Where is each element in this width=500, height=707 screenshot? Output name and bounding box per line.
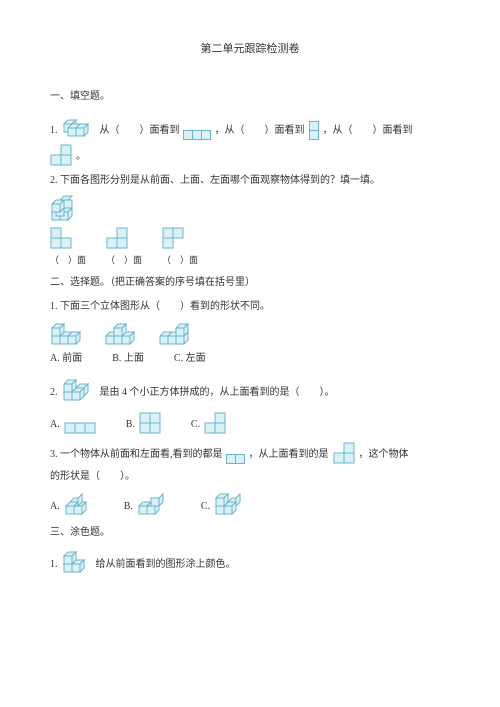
q2-opt1: （ ）面 [50, 226, 86, 268]
mc2-fig [62, 376, 96, 402]
q1-line1: 1. 从（ ）面看到 ，从（ ）面看到 ，从（ ）面看到 [50, 112, 450, 140]
mc3-t4: 的形状是（ ）。 [50, 468, 450, 486]
mc3-b: B. [124, 490, 171, 516]
mc1-figs [50, 320, 450, 346]
mc3-t1: 3. 一个物体从前面和左面看,看到的都是 [50, 446, 223, 464]
q1-num: 1. [50, 122, 58, 140]
mc1-b: B. 上面 [112, 350, 144, 368]
mc3-t3: ，这个物体 [359, 446, 409, 464]
mc3-flat1 [227, 454, 245, 464]
mc3-b-lbl: B. [124, 498, 133, 516]
q1-flat1 [184, 130, 211, 140]
mc2-c: C. [191, 412, 226, 434]
q2-3d [50, 190, 450, 222]
c1-line: 1. 给从前面看到的图形涂上颜色。 [50, 548, 450, 574]
section-1-head: 一、填空题。 [50, 88, 450, 106]
q2-text: 2. 下面各图形分别是从前面、上面、左面哪个面观察物体得到的？填一填。 [50, 172, 450, 190]
c1-num: 1. [50, 556, 58, 574]
mc2-b: B. [126, 412, 161, 434]
mc3-c: C. [201, 490, 244, 516]
q1-t1: 从（ ）面看到 [100, 122, 180, 140]
q1-flat3 [50, 144, 72, 166]
mc3-a-lbl: A. [50, 498, 60, 516]
mc1-fig1 [50, 320, 84, 346]
section-3-head: 三、涂色题。 [50, 524, 450, 542]
mc1-fig3 [158, 320, 192, 346]
q1-flat2 [309, 122, 319, 140]
mc2-a: A. [50, 416, 96, 434]
mc2-a-lbl: A. [50, 416, 60, 434]
section-2-head: 二、选择题。（把正确答案的序号填在括号里） [50, 274, 450, 292]
mc3-flat2 [333, 442, 355, 464]
mc1-opts: A. 前面 B. 上面 C. 左面 [50, 350, 450, 368]
c1-text: 给从前面看到的图形涂上颜色。 [96, 556, 236, 574]
mc3-t2: ，从上面看到的是 [249, 446, 329, 464]
mc1-text: 1. 下面三个立体图形从（ ）看到的形状不同。 [50, 298, 450, 316]
q1-t2: ，从（ ）面看到 [215, 122, 305, 140]
mc2-num: 2. [50, 384, 58, 402]
page-title: 第二单元跟踪检测卷 [50, 40, 450, 60]
q1-line2: 。 [50, 144, 450, 166]
q1-t3: ，从（ ）面看到 [323, 122, 413, 140]
q1-t4: 。 [76, 148, 86, 166]
q2-opt3: （ ）面 [162, 226, 198, 268]
mc3-c-lbl: C. [201, 498, 210, 516]
q2-opt1-lbl: （ ）面 [50, 252, 86, 268]
q1-3d [62, 112, 96, 140]
q2-options: （ ）面 （ ）面 （ ）面 [50, 226, 450, 268]
c1-fig [62, 548, 92, 574]
mc2-b-lbl: B. [126, 416, 135, 434]
mc3-line1: 3. 一个物体从前面和左面看,看到的都是 ，从上面看到的是 ，这个物体 [50, 442, 450, 464]
mc2-text: 是由 4 个小正方体拼成的，从上面看到的是（ ）。 [100, 384, 335, 402]
mc2-c-lbl: C. [191, 416, 200, 434]
mc3-a: A. [50, 492, 94, 516]
mc3-opts: A. B. C. [50, 490, 450, 516]
q2-opt3-lbl: （ ）面 [162, 252, 198, 268]
q2-opt2-lbl: （ ）面 [106, 252, 142, 268]
mc2-opts: A. B. C. [50, 412, 450, 434]
q2-opt2: （ ）面 [106, 226, 142, 268]
mc1-c: C. 左面 [174, 350, 206, 368]
mc1-a: A. 前面 [50, 350, 82, 368]
mc1-fig2 [104, 320, 138, 346]
mc2-line: 2. 是由 4 个小正方体拼成的，从上面看到的是（ ）。 [50, 376, 450, 402]
